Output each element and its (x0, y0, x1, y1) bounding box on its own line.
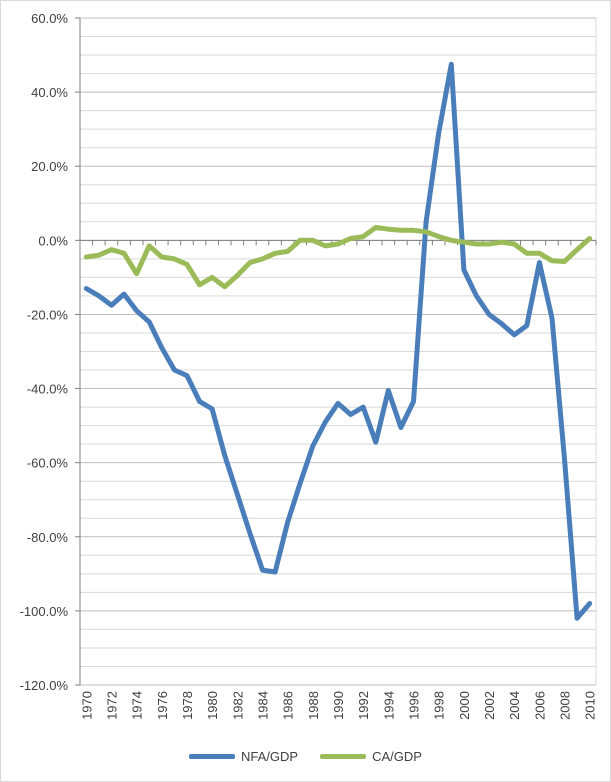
y-tick-label: 20.0% (31, 159, 68, 174)
y-tick-label: -80.0% (27, 530, 69, 545)
x-tick-label: 1994 (381, 691, 396, 720)
x-tick-label: 2006 (532, 691, 547, 720)
y-tick-label: 60.0% (31, 11, 68, 26)
y-tick-label: 40.0% (31, 85, 68, 100)
x-tick-label: 1976 (155, 691, 170, 720)
x-tick-label: 1998 (432, 691, 447, 720)
legend-swatch-ca (320, 753, 367, 759)
x-tick-label: 2000 (457, 691, 472, 720)
x-tick-label: 1970 (79, 691, 94, 720)
x-tick-label: 1986 (281, 691, 296, 720)
x-tick-label: 1974 (130, 691, 145, 720)
y-tick-label: -100.0% (20, 604, 69, 619)
y-tick-label: -60.0% (27, 456, 69, 471)
x-tick-label: 1972 (104, 691, 119, 720)
x-tick-label: 1990 (331, 691, 346, 720)
x-tick-label: 2002 (482, 691, 497, 720)
x-tick-label: 2010 (583, 691, 598, 720)
x-tick-label: 1996 (407, 691, 422, 720)
legend-swatch-nfa (189, 753, 236, 759)
x-tick-label: 2008 (558, 691, 573, 720)
y-tick-label: 0.0% (38, 233, 68, 248)
legend-item-nfa: NFA/GDP (189, 749, 298, 764)
series-line-nfa-gdp (83, 61, 593, 621)
x-tick-label: 1992 (356, 691, 371, 720)
x-tick-label: 1978 (180, 691, 195, 720)
x-tick-label: 1980 (205, 691, 220, 720)
x-tick-label: 2004 (507, 691, 522, 720)
series-line-ca-gdp (83, 224, 593, 290)
legend-label-ca: CA/GDP (372, 748, 422, 764)
y-tick-label: -40.0% (27, 382, 69, 397)
legend-item-ca: CA/GDP (320, 749, 422, 764)
x-tick-label: 1988 (306, 691, 321, 720)
x-tick-label: 1984 (255, 691, 270, 720)
y-tick-label: -20.0% (27, 307, 69, 322)
y-tick-label: -120.0% (20, 678, 69, 693)
x-tick-label: 1982 (230, 691, 245, 720)
legend: NFA/GDP CA/GDP (0, 744, 611, 768)
legend-label-nfa: NFA/GDP (241, 748, 299, 764)
